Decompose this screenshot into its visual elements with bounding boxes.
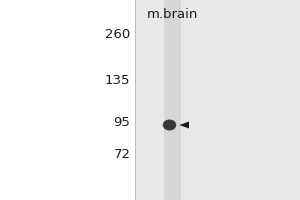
Bar — [164, 67, 181, 70]
Bar — [164, 3, 181, 7]
Bar — [164, 87, 181, 90]
Bar — [135, 0, 300, 200]
Text: 260: 260 — [105, 27, 130, 40]
Bar — [164, 113, 181, 117]
Bar — [164, 147, 181, 150]
Bar — [164, 110, 181, 113]
Bar — [164, 180, 181, 183]
Bar — [164, 57, 181, 60]
Bar — [164, 60, 181, 63]
Bar — [164, 187, 181, 190]
Bar — [164, 117, 181, 120]
Bar — [164, 127, 181, 130]
Bar — [164, 73, 181, 77]
Bar — [164, 23, 181, 27]
Bar — [164, 173, 181, 177]
Bar — [164, 30, 181, 33]
Bar — [164, 197, 181, 200]
Bar — [164, 70, 181, 73]
Bar — [164, 77, 181, 80]
Ellipse shape — [163, 119, 176, 130]
Text: m.brain: m.brain — [147, 8, 198, 21]
Bar — [164, 157, 181, 160]
Bar — [164, 140, 181, 143]
Bar — [164, 0, 181, 3]
Bar — [164, 120, 181, 123]
Bar — [164, 17, 181, 20]
Bar — [164, 160, 181, 163]
Bar — [164, 43, 181, 47]
Bar — [164, 20, 181, 23]
Bar — [164, 80, 181, 83]
Bar — [164, 177, 181, 180]
Bar — [164, 97, 181, 100]
Bar — [164, 143, 181, 147]
Bar — [164, 123, 181, 127]
Bar — [164, 153, 181, 157]
Bar — [164, 90, 181, 93]
Bar — [164, 63, 181, 67]
Bar — [164, 93, 181, 97]
Text: 95: 95 — [114, 116, 130, 130]
Bar — [164, 163, 181, 167]
Bar — [164, 107, 181, 110]
Bar — [164, 47, 181, 50]
Bar — [164, 183, 181, 187]
Bar — [164, 27, 181, 30]
Bar — [164, 53, 181, 57]
Bar — [164, 13, 181, 17]
Bar — [164, 170, 181, 173]
Bar — [164, 37, 181, 40]
Bar — [164, 10, 181, 13]
Bar — [164, 133, 181, 137]
Bar — [164, 193, 181, 197]
Bar — [164, 103, 181, 107]
Bar — [164, 167, 181, 170]
Bar — [164, 100, 181, 103]
Text: 135: 135 — [105, 73, 130, 86]
Bar — [164, 137, 181, 140]
Bar — [164, 33, 181, 37]
Bar — [164, 83, 181, 87]
Bar — [164, 130, 181, 133]
Bar — [164, 7, 181, 10]
Text: 72: 72 — [113, 148, 130, 162]
Bar — [164, 40, 181, 43]
Bar — [164, 150, 181, 153]
Bar — [164, 190, 181, 193]
Bar — [164, 50, 181, 53]
Polygon shape — [179, 121, 189, 129]
Bar — [164, 0, 181, 200]
